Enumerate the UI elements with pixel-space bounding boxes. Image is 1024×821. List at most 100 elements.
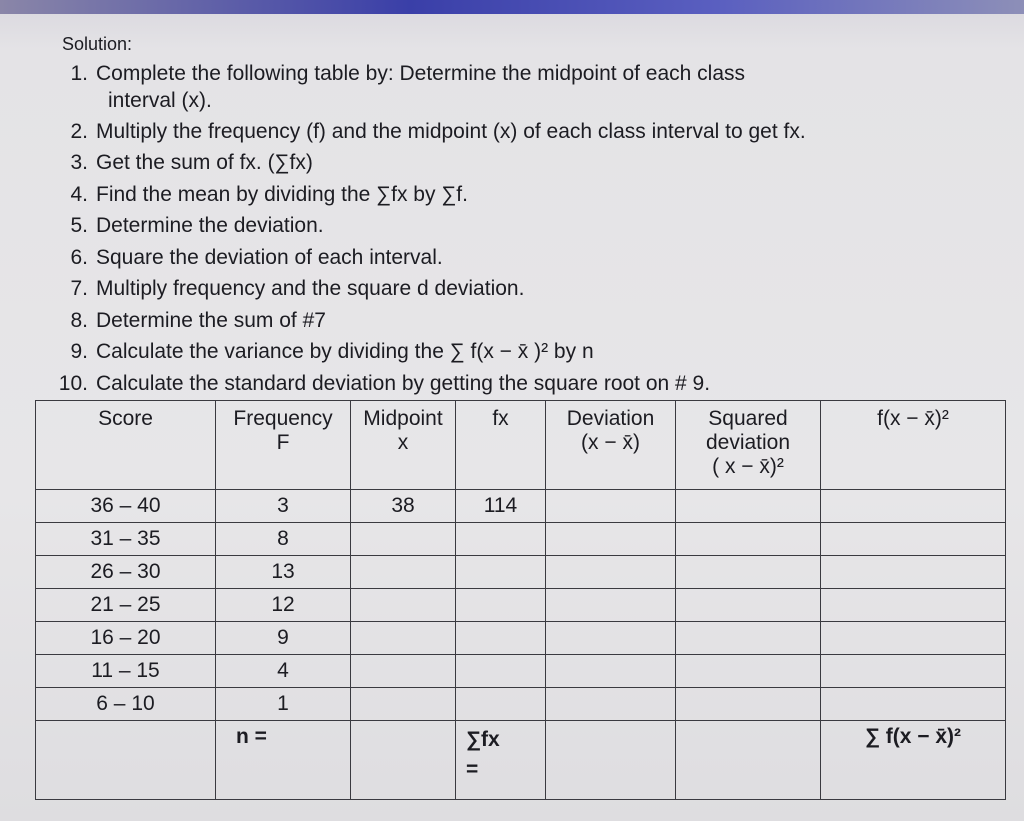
column-header-line: f(x − x̄)² <box>877 407 949 430</box>
table-cell <box>820 588 1006 622</box>
table-cell: 3 <box>215 489 351 523</box>
table-cell <box>545 654 676 688</box>
column-header-line: Frequency <box>233 407 333 430</box>
table-cell <box>350 555 456 589</box>
table-cell <box>455 588 546 622</box>
instruction-step: 3. Get the sum of fx. (∑fx) <box>48 147 806 179</box>
table-row: 16 – 20 9 <box>35 621 1006 655</box>
totals-cell-squared <box>675 720 821 800</box>
step-text: Complete the following table by: Determi… <box>96 62 746 85</box>
table-cell <box>350 522 456 556</box>
table-cell <box>675 654 821 688</box>
table-cell <box>675 621 821 655</box>
table-cell <box>545 621 676 655</box>
table-cell: 38 <box>350 489 456 523</box>
table-cell <box>545 489 676 523</box>
totals-cell-score <box>35 720 216 800</box>
table-cell <box>455 687 546 721</box>
table-cell <box>545 588 676 622</box>
step-number: 8. <box>70 308 88 332</box>
sum-fx-label: ∑fx <box>466 728 500 751</box>
column-header-line: ( x − x̄)² <box>712 455 784 478</box>
page-top-edge <box>0 0 1024 14</box>
column-header-line: Squared <box>708 407 788 430</box>
table-row: 26 – 30 13 <box>35 555 1006 589</box>
table-cell <box>455 621 546 655</box>
table-cell <box>820 687 1006 721</box>
table-cell <box>820 522 1006 556</box>
table-row: 31 – 35 8 <box>35 522 1006 556</box>
step-text: Calculate the standard deviation by gett… <box>96 371 711 395</box>
step-number: 6. <box>70 245 88 269</box>
table-cell: 36 – 40 <box>35 489 216 523</box>
table-cell <box>350 588 456 622</box>
step-number: 3. <box>70 151 88 174</box>
column-header-line: deviation <box>705 431 791 454</box>
step-text: Calculate the variance by dividing the ∑… <box>96 340 594 363</box>
table-cell <box>545 555 676 589</box>
table-cell <box>350 687 456 721</box>
step-text: Find the mean by dividing the ∑fx by ∑f. <box>96 182 468 206</box>
step-number: 4. <box>70 182 88 206</box>
step-text: Multiply the frequency (f) and the midpo… <box>96 119 806 143</box>
step-number: 2. <box>70 119 88 143</box>
instruction-list: 1. Complete the following table by: Deter… <box>48 58 806 399</box>
frequency-table: Score Frequency F Midpoint x fx Deviation (x − … <box>35 400 1006 800</box>
table-cell: 11 – 15 <box>35 654 216 688</box>
instruction-step: 6. Square the deviation of each interval. <box>48 242 806 274</box>
instruction-step: 9. Calculate the variance by dividing the… <box>48 336 806 368</box>
table-cell: 16 – 20 <box>35 621 216 655</box>
table-cell <box>350 654 456 688</box>
table-cell <box>455 555 546 589</box>
solution-heading: Solution: <box>62 34 133 54</box>
table-cell <box>820 654 1006 688</box>
table-cell: 12 <box>215 588 351 622</box>
instruction-step: 4. Find the mean by dividing the ∑fx by ∑… <box>48 179 806 211</box>
table-cell <box>350 621 456 655</box>
column-header: Squared deviation( x − x̄)² <box>675 400 821 490</box>
table-cell <box>820 621 1006 655</box>
table-cell: 31 – 35 <box>35 522 216 556</box>
totals-cell-deviation <box>545 720 676 800</box>
table-cell: 6 – 10 <box>35 687 216 721</box>
table-cell <box>820 489 1006 523</box>
table-row: 21 – 25 12 <box>35 588 1006 622</box>
step-number: 1. <box>70 62 88 85</box>
instruction-step: 1. Complete the following table by: Deter… <box>48 58 806 90</box>
total-fx-cell: ∑fx = <box>455 720 546 800</box>
table-cell <box>545 522 676 556</box>
table-totals-row: n = ∑fx = ∑ f(x − x̄)² <box>35 720 1006 800</box>
table-row: 36 – 40 3 38 114 <box>35 489 1006 523</box>
column-header: fx <box>455 400 546 490</box>
sum-f-dev-sq-label: ∑ f(x − x̄)² <box>820 720 1006 800</box>
column-header-line: fx <box>492 407 509 430</box>
sum-fx-equals: = <box>466 758 479 781</box>
table-cell <box>675 687 821 721</box>
step-text: Multiply frequency and the square d devi… <box>96 277 525 300</box>
table-cell <box>675 555 821 589</box>
instruction-step: 5. Determine the deviation. <box>48 210 806 242</box>
table-cell <box>675 489 821 523</box>
column-header: Score <box>35 400 216 490</box>
column-header-line: (x − x̄) <box>581 431 640 454</box>
step-text: Determine the sum of #7 <box>96 308 326 332</box>
column-header-line: Score <box>98 407 153 430</box>
table-cell: 1 <box>215 687 351 721</box>
table-cell <box>675 522 821 556</box>
instruction-step: 8. Determine the sum of #7 <box>48 305 806 337</box>
step-number: 7. <box>70 277 88 300</box>
table-cell: 4 <box>215 654 351 688</box>
table-cell <box>545 687 676 721</box>
table-cell <box>455 654 546 688</box>
column-header: Deviation (x − x̄) <box>545 400 676 490</box>
table-cell <box>820 555 1006 589</box>
table-header-row: Score Frequency F Midpoint x fx Deviation (x − … <box>35 400 1006 490</box>
column-header: Midpoint x <box>350 400 456 490</box>
table-cell: 9 <box>215 621 351 655</box>
step-text: Square the deviation of each interval. <box>96 245 443 269</box>
table-cell: 21 – 25 <box>35 588 216 622</box>
step-number: 10. <box>58 371 88 395</box>
table-cell: 26 – 30 <box>35 555 216 589</box>
table-row: 11 – 15 4 <box>35 654 1006 688</box>
column-header-line: x <box>397 431 409 454</box>
